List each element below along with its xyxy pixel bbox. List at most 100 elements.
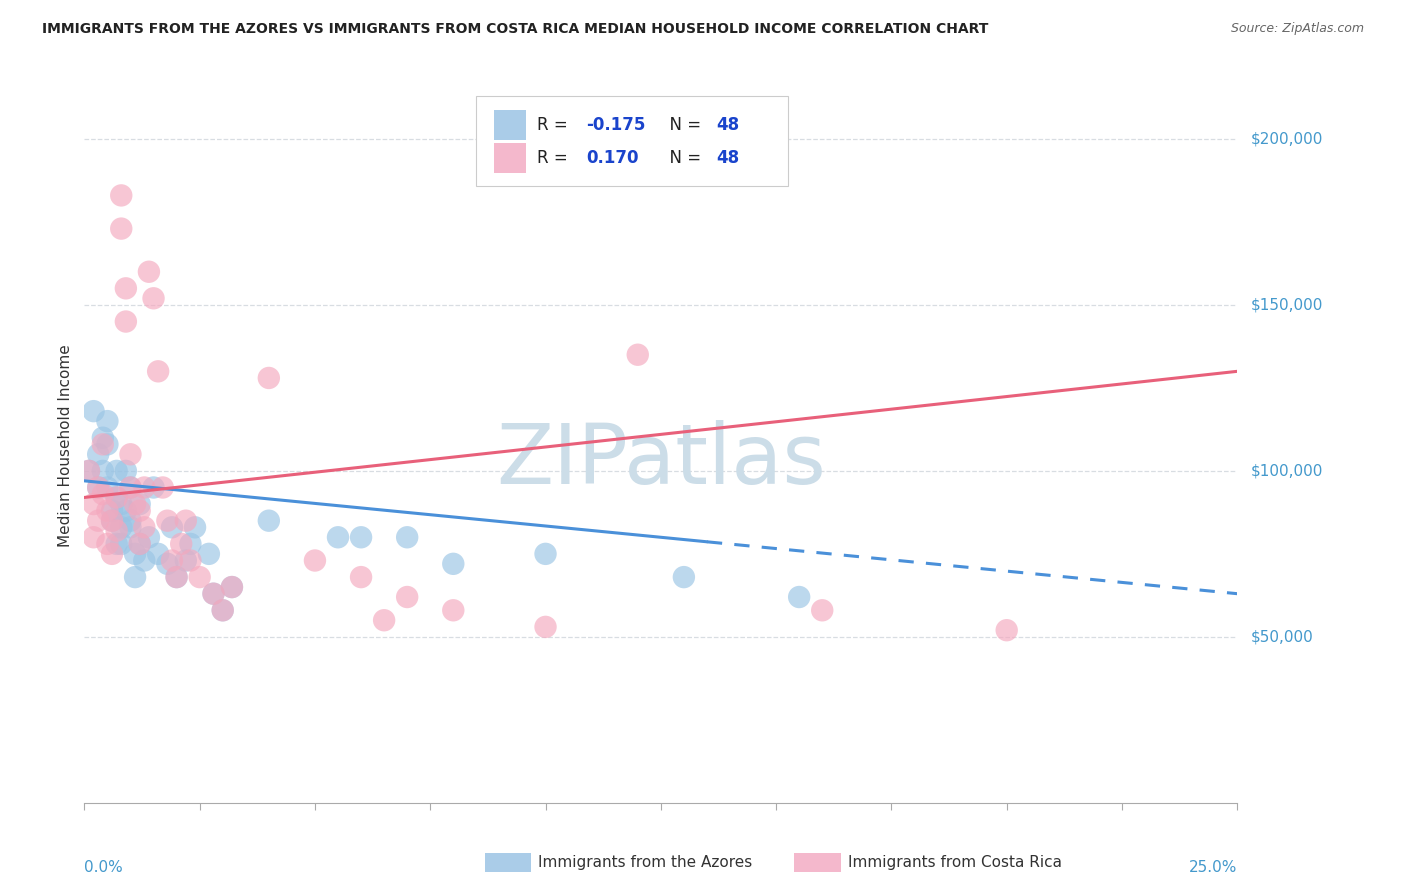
Text: N =: N = [658, 150, 706, 168]
Point [83, 530, 105, 544]
Point [91, 437, 114, 451]
Point [396, 530, 419, 544]
Text: 0.170: 0.170 [586, 150, 638, 168]
Point [534, 547, 557, 561]
Point [124, 570, 146, 584]
Point [441, 603, 464, 617]
Point [142, 481, 165, 495]
Point [115, 464, 138, 478]
Text: Source: ZipAtlas.com: Source: ZipAtlas.com [1230, 22, 1364, 36]
Point [211, 603, 233, 617]
Point [152, 481, 174, 495]
Point [91, 431, 114, 445]
Point [128, 497, 150, 511]
Point [672, 570, 695, 584]
Text: Immigrants from the Azores: Immigrants from the Azores [538, 855, 752, 870]
Point [120, 447, 142, 461]
FancyBboxPatch shape [494, 144, 526, 173]
Point [101, 504, 124, 518]
Point [96, 481, 118, 495]
Point [156, 557, 179, 571]
Point [184, 520, 207, 534]
FancyBboxPatch shape [494, 110, 526, 140]
Text: -0.175: -0.175 [586, 116, 645, 134]
Point [160, 553, 183, 567]
Point [110, 537, 132, 551]
Point [170, 537, 193, 551]
Point [96, 537, 118, 551]
Point [221, 580, 243, 594]
Point [211, 603, 233, 617]
FancyBboxPatch shape [477, 96, 787, 186]
Text: Immigrants from Costa Rica: Immigrants from Costa Rica [848, 855, 1062, 870]
Point [174, 514, 197, 528]
Point [142, 291, 165, 305]
Y-axis label: Median Household Income: Median Household Income [58, 344, 73, 548]
Point [83, 497, 105, 511]
Point [110, 520, 132, 534]
Point [87, 481, 110, 495]
Text: $200,000: $200,000 [1251, 131, 1323, 146]
Point [166, 570, 188, 584]
Point [373, 613, 395, 627]
Point [87, 514, 110, 528]
Point [87, 481, 110, 495]
Text: 48: 48 [716, 116, 740, 134]
Point [179, 537, 201, 551]
Point [101, 514, 124, 528]
Point [83, 404, 105, 418]
Text: ZIPatlas: ZIPatlas [496, 420, 825, 500]
Point [120, 520, 142, 534]
Text: IMMIGRANTS FROM THE AZORES VS IMMIGRANTS FROM COSTA RICA MEDIAN HOUSEHOLD INCOME: IMMIGRANTS FROM THE AZORES VS IMMIGRANTS… [42, 22, 988, 37]
Text: R =: R = [537, 116, 574, 134]
Point [787, 590, 810, 604]
Point [134, 481, 156, 495]
Point [96, 504, 118, 518]
Point [138, 530, 160, 544]
Point [110, 497, 132, 511]
Text: N =: N = [658, 116, 706, 134]
Point [811, 603, 834, 617]
Point [96, 414, 118, 428]
Point [115, 281, 138, 295]
Point [105, 491, 128, 505]
Point [160, 520, 183, 534]
Point [128, 537, 150, 551]
Point [110, 188, 132, 202]
Point [188, 570, 211, 584]
Text: 25.0%: 25.0% [1189, 860, 1237, 875]
Point [91, 487, 114, 501]
Point [396, 590, 419, 604]
Point [101, 547, 124, 561]
Point [110, 221, 132, 235]
Point [105, 464, 128, 478]
Point [257, 371, 280, 385]
Point [101, 514, 124, 528]
Point [627, 348, 650, 362]
Point [146, 547, 169, 561]
Point [105, 524, 128, 538]
Point [146, 364, 169, 378]
Point [115, 314, 138, 328]
Point [96, 437, 118, 451]
Text: $100,000: $100,000 [1251, 463, 1323, 478]
Point [124, 497, 146, 511]
Point [124, 547, 146, 561]
Text: 48: 48 [716, 150, 740, 168]
Point [198, 547, 221, 561]
Point [221, 580, 243, 594]
Point [128, 504, 150, 518]
Point [115, 504, 138, 518]
Text: $150,000: $150,000 [1251, 297, 1323, 312]
Point [326, 530, 349, 544]
Point [105, 491, 128, 505]
Point [166, 570, 188, 584]
Point [134, 520, 156, 534]
Point [350, 570, 373, 584]
Point [202, 587, 225, 601]
Point [134, 553, 156, 567]
Point [257, 514, 280, 528]
Point [304, 553, 326, 567]
Point [77, 464, 100, 478]
Point [138, 265, 160, 279]
